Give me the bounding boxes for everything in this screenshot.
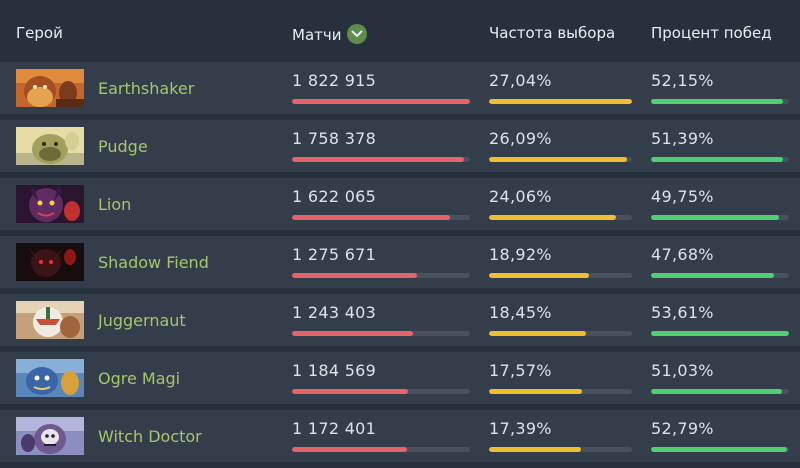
win-rate-value: 47,68% (651, 245, 714, 264)
pick-rate-bar-fill (489, 273, 590, 278)
matches-value: 1 184 569 (292, 361, 377, 380)
table-row[interactable]: Earthshaker 1 822 915 27,04% 52,15% (0, 62, 800, 114)
matches-bar (292, 273, 470, 278)
hero-name-link[interactable]: Pudge (98, 137, 148, 156)
matches-bar (292, 99, 470, 104)
win-rate-bar (651, 99, 789, 104)
win-rate-bar (651, 215, 789, 220)
win-rate-bar-fill (651, 215, 780, 220)
matches-bar (292, 157, 470, 162)
table-row[interactable]: Pudge 1 758 378 26,09% 51,39% (0, 120, 800, 172)
pick-rate-value: 18,45% (489, 303, 552, 322)
win-rate-value: 53,61% (651, 303, 714, 322)
ogre-magi-portrait-icon (16, 359, 84, 397)
matches-value: 1 622 065 (292, 187, 377, 206)
win-rate-bar-fill (651, 273, 774, 278)
pick-rate-bar (489, 389, 632, 394)
win-rate-value: 49,75% (651, 187, 714, 206)
win-rate-bar (651, 389, 789, 394)
pick-rate-value: 27,04% (489, 71, 552, 90)
matches-value: 1 275 671 (292, 245, 377, 264)
column-header-pick-rate[interactable]: Частота выбора (489, 24, 616, 42)
matches-value: 1 822 915 (292, 71, 377, 90)
win-rate-bar (651, 447, 789, 452)
earthshaker-portrait-icon (16, 69, 84, 107)
pick-rate-value: 17,39% (489, 419, 552, 438)
win-rate-bar-fill (651, 389, 783, 394)
pick-rate-bar (489, 215, 632, 220)
pick-rate-bar (489, 273, 632, 278)
pick-rate-bar-fill (489, 99, 632, 104)
win-rate-bar (651, 157, 789, 162)
matches-bar (292, 331, 470, 336)
table-header: Герой Матчи Частота выбора Процент побед (0, 0, 800, 62)
win-rate-value: 52,79% (651, 419, 714, 438)
win-rate-value: 52,15% (651, 71, 714, 90)
matches-value: 1 758 378 (292, 129, 377, 148)
win-rate-value: 51,39% (651, 129, 714, 148)
pick-rate-bar (489, 447, 632, 452)
matches-bar-fill (292, 389, 408, 394)
table-row[interactable]: Shadow Fiend 1 275 671 18,92% 47,68% (0, 236, 800, 288)
lion-portrait-icon (16, 185, 84, 223)
table-row[interactable]: Witch Doctor 1 172 401 17,39% 52,79% (0, 410, 800, 462)
pick-rate-bar-fill (489, 157, 627, 162)
column-header-win-rate[interactable]: Процент побед (651, 24, 772, 42)
shadow-fiend-portrait-icon (16, 243, 84, 281)
win-rate-bar (651, 331, 789, 336)
win-rate-bar-fill (651, 157, 784, 162)
pick-rate-bar-fill (489, 447, 582, 452)
table-row[interactable]: Lion 1 622 065 24,06% 49,75% (0, 178, 800, 230)
hero-name-link[interactable]: Lion (98, 195, 132, 214)
table-row[interactable]: Ogre Magi 1 184 569 17,57% 51,03% (0, 352, 800, 404)
column-header-matches-label: Матчи (292, 26, 342, 44)
matches-value: 1 172 401 (292, 419, 377, 438)
pudge-portrait-icon (16, 127, 84, 165)
win-rate-bar-fill (651, 447, 787, 452)
pick-rate-value: 26,09% (489, 129, 552, 148)
juggernaut-portrait-icon (16, 301, 84, 339)
pick-rate-value: 18,92% (489, 245, 552, 264)
matches-bar-fill (292, 99, 470, 104)
witch-doctor-portrait-icon (16, 417, 84, 455)
win-rate-bar-fill (651, 99, 783, 104)
matches-bar (292, 447, 470, 452)
hero-name-link[interactable]: Earthshaker (98, 79, 195, 98)
column-header-matches[interactable]: Матчи (292, 24, 368, 44)
hero-name-link[interactable]: Juggernaut (98, 311, 186, 330)
matches-bar-fill (292, 215, 451, 220)
matches-bar-fill (292, 157, 464, 162)
hero-name-link[interactable]: Shadow Fiend (98, 253, 209, 272)
pick-rate-value: 17,57% (489, 361, 552, 380)
win-rate-bar (651, 273, 789, 278)
hero-name-link[interactable]: Ogre Magi (98, 369, 181, 388)
pick-rate-bar-fill (489, 389, 582, 394)
table-row[interactable]: Juggernaut 1 243 403 18,45% 53,61% (0, 294, 800, 346)
matches-bar (292, 389, 470, 394)
column-header-hero[interactable]: Герой (16, 24, 63, 42)
matches-bar-fill (292, 447, 407, 452)
hero-name-link[interactable]: Witch Doctor (98, 427, 202, 446)
pick-rate-bar-fill (489, 215, 617, 220)
win-rate-bar-fill (651, 331, 789, 336)
matches-bar (292, 215, 470, 220)
pick-rate-bar (489, 99, 632, 104)
matches-bar-fill (292, 331, 414, 336)
pick-rate-bar-fill (489, 331, 587, 336)
pick-rate-bar (489, 331, 632, 336)
pick-rate-value: 24,06% (489, 187, 552, 206)
matches-value: 1 243 403 (292, 303, 377, 322)
win-rate-value: 51,03% (651, 361, 714, 380)
matches-bar-fill (292, 273, 417, 278)
sort-descending-icon[interactable] (347, 24, 368, 44)
pick-rate-bar (489, 157, 632, 162)
